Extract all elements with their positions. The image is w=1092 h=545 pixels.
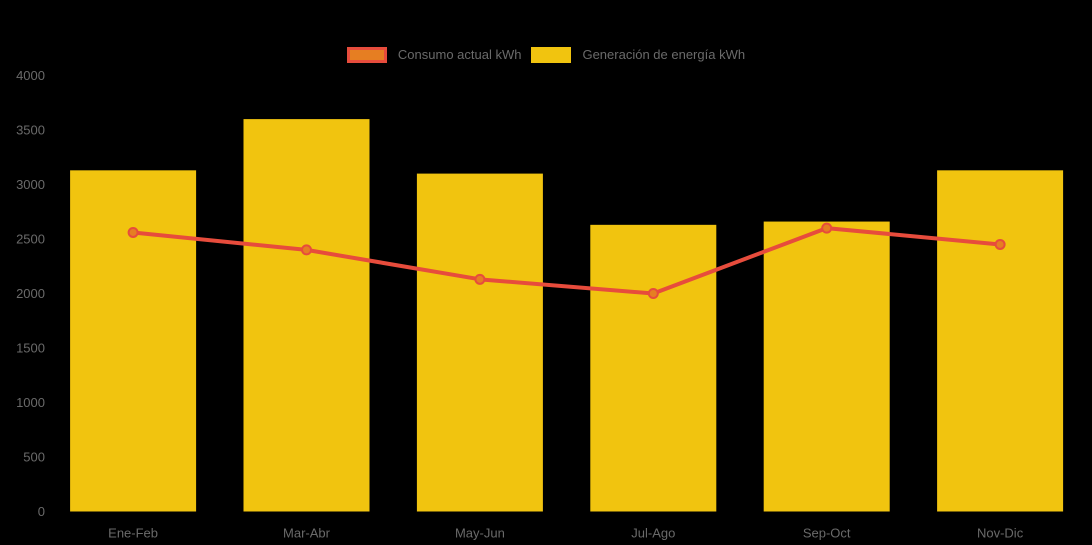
y-axis-tick-label: 2000 <box>16 286 45 301</box>
x-axis-label-mar-abr: Mar-Abr <box>283 526 331 541</box>
bar-ene-feb[interactable] <box>70 170 197 512</box>
x-axis-label-may-jun: May-Jun <box>455 526 505 541</box>
legend-label-consumo-actual: Consumo actual kWh <box>397 47 522 62</box>
y-axis-tick-label: 0 <box>38 504 45 519</box>
bar-jul-ago[interactable] <box>590 224 717 512</box>
bar-sep-oct[interactable] <box>763 221 890 512</box>
line-point-ene-feb[interactable] <box>127 226 139 238</box>
x-axis-label-jul-ago: Jul-Ago <box>631 526 675 541</box>
legend-label-generacion: Generación de energía kWh <box>582 47 746 62</box>
y-axis-tick-label: 3000 <box>16 177 45 192</box>
legend-item-consumo-actual[interactable]: Consumo actual kWh <box>346 47 522 63</box>
y-axis-tick-label: 500 <box>23 450 45 465</box>
y-axis-tick-label: 1500 <box>16 341 45 356</box>
line-point-sep-oct[interactable] <box>821 222 833 234</box>
y-axis-tick-label: 1000 <box>16 395 45 410</box>
legend-swatch-consumo-actual <box>346 47 387 63</box>
y-axis-tick-label: 4000 <box>16 68 45 83</box>
x-axis-label-ene-feb: Ene-Feb <box>108 526 158 541</box>
bar-mar-abr[interactable] <box>243 119 370 512</box>
legend-swatch-generacion <box>531 47 572 63</box>
legend-item-generacion[interactable]: Generación de energía kWh <box>531 47 745 63</box>
chart-legend: Consumo actual kWh Generación de energía… <box>0 47 1092 63</box>
bar-nov-dic[interactable] <box>937 170 1064 512</box>
line-point-may-jun[interactable] <box>474 273 486 285</box>
line-point-nov-dic[interactable] <box>994 238 1006 250</box>
line-point-mar-abr[interactable] <box>301 244 312 256</box>
x-axis-label-nov-dic: Nov-Dic <box>977 526 1024 541</box>
y-axis-tick-label: 3500 <box>16 123 45 138</box>
line-point-jul-ago[interactable] <box>647 288 659 299</box>
y-axis-tick-label: 2500 <box>16 232 45 247</box>
bar-may-jun[interactable] <box>416 173 543 512</box>
consumption-line <box>131 226 1003 296</box>
x-axis-label-sep-oct: Sep-Oct <box>803 526 851 541</box>
